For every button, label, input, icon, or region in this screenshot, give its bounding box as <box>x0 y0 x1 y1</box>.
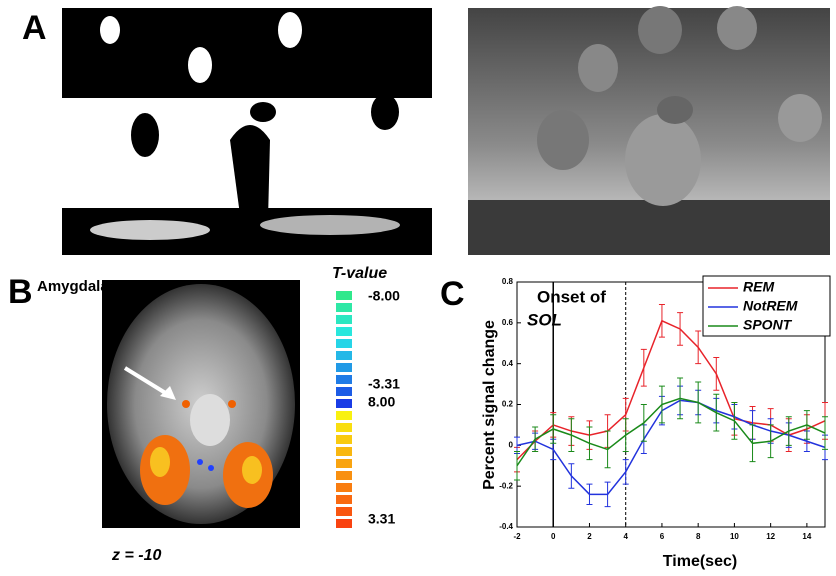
y-tick-label: 0.4 <box>502 359 514 368</box>
x-tick-label: -2 <box>513 532 521 541</box>
x-tick-label: 2 <box>587 532 592 541</box>
colorbar-label: -3.31 <box>368 376 400 392</box>
colorbar-swatch <box>336 387 352 396</box>
y-axis-label: Percent signal change <box>481 320 498 490</box>
colorbar-swatch <box>336 399 352 408</box>
colorbar-label: 3.31 <box>368 511 395 527</box>
panel-label: C <box>440 275 465 313</box>
colorbar-swatch <box>336 483 352 492</box>
x-tick-label: 14 <box>802 532 811 541</box>
photo-image <box>468 6 830 255</box>
colorbar-swatch <box>336 519 352 528</box>
legend-label: SPONT <box>743 317 793 333</box>
x-tick-label: 12 <box>766 532 775 541</box>
x-tick-label: 4 <box>623 532 628 541</box>
colorbar-label: -8.00 <box>368 288 400 304</box>
colorbar-swatch <box>336 351 352 360</box>
colorbar-swatch <box>336 495 352 504</box>
colorbar-swatch <box>336 471 352 480</box>
colorbar-swatch <box>336 459 352 468</box>
line-chart: -0.4 -0.2 0 0.2 0.4 0.6 0.8 -2 0 2 4 6 8 10 12 14 Onset … <box>481 276 830 570</box>
x-axis-label: Time(sec) <box>663 553 737 570</box>
colorbar-swatch <box>336 315 352 324</box>
x-tick-label: 10 <box>730 532 739 541</box>
annotation: SOL <box>527 310 562 329</box>
colorbar-swatch <box>336 375 352 384</box>
y-tick-label: 0 <box>509 440 514 449</box>
legend-label: NotREM <box>743 298 798 314</box>
series-line <box>517 321 825 460</box>
colorbar-swatch <box>336 435 352 444</box>
y-tick-label: 0.8 <box>502 277 514 286</box>
series-line <box>517 398 825 465</box>
x-tick-label: 8 <box>696 532 701 541</box>
colorbar-swatch <box>336 507 352 516</box>
colorbar-swatch <box>336 423 352 432</box>
y-tick-label: -0.4 <box>499 522 513 531</box>
panel-label: B <box>8 273 33 311</box>
colorbar-swatch <box>336 291 352 300</box>
annotation: Onset of <box>537 287 606 306</box>
colorbar-swatch <box>336 411 352 420</box>
y-tick-label: 0.6 <box>502 318 514 327</box>
colorbar-swatch <box>336 339 352 348</box>
mask-image <box>62 8 432 255</box>
annotation: Amygdala <box>37 278 109 295</box>
colorbar-swatch <box>336 327 352 336</box>
panel-label: A <box>22 9 47 47</box>
colorbar-swatch <box>336 303 352 312</box>
slice-label: z = -10 <box>111 547 161 564</box>
legend-label: REM <box>743 279 774 295</box>
figure: A B C Amygdala T-value -8.00 -3.31 8.00 … <box>0 0 836 571</box>
colorbar-swatch <box>336 447 352 456</box>
y-tick-label: -0.2 <box>499 481 513 490</box>
colorbar-label: 8.00 <box>368 394 395 410</box>
x-tick-label: 6 <box>660 532 665 541</box>
colorbar-swatch <box>336 363 352 372</box>
colorbar <box>336 291 352 528</box>
x-tick-label: 0 <box>551 532 556 541</box>
series-line <box>517 400 825 494</box>
y-tick-label: 0.2 <box>502 400 514 409</box>
colorbar-title: T-value <box>332 265 387 282</box>
brain-image <box>102 280 300 528</box>
